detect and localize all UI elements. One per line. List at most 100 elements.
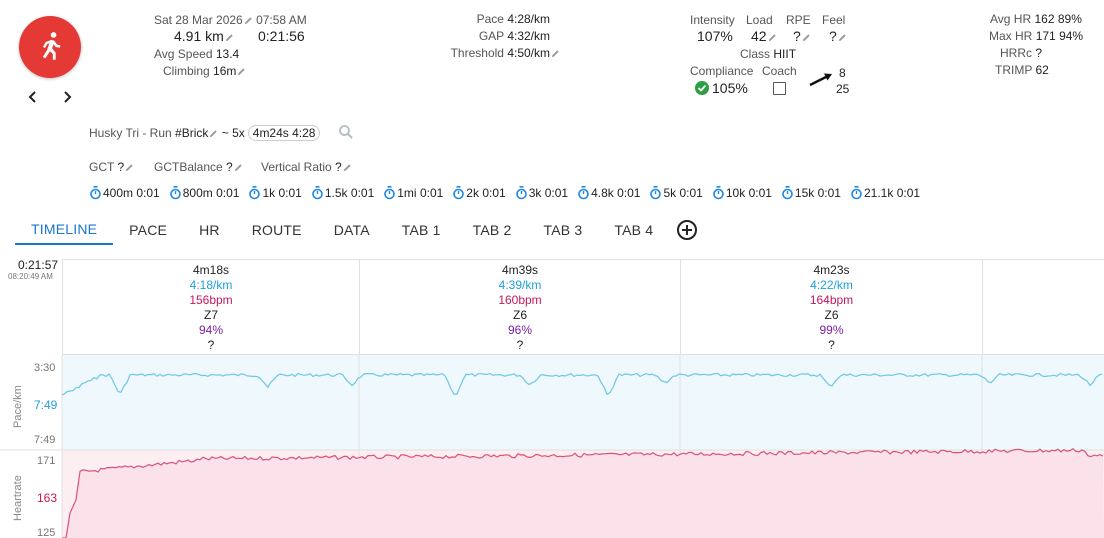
interval-zone: Z7 <box>203 308 218 322</box>
hr-axis-label: Heartrate <box>12 475 24 521</box>
activity-title[interactable]: Husky Tri - Run #Brick ~ 5x 4m24s 4:28 <box>89 125 321 141</box>
check-circle-icon <box>695 81 709 95</box>
edit-icon[interactable] <box>343 163 352 172</box>
stopwatch-icon <box>453 186 465 200</box>
best-split-item[interactable]: 5k 0:01 <box>650 186 703 200</box>
tab-hr[interactable]: HR <box>199 222 220 238</box>
climbing[interactable]: Climbing 16m <box>163 64 246 78</box>
best-split-item[interactable]: 15k 0:01 <box>782 186 841 200</box>
split-time: 0:01 <box>748 186 772 200</box>
tab-tab-2[interactable]: TAB 2 <box>472 222 512 238</box>
tab-tab-4[interactable]: TAB 4 <box>614 222 654 238</box>
interval-duration: 4m39s <box>501 263 539 277</box>
gap-stat: GAP 4:32/km <box>478 29 550 43</box>
hr-tick-mid: 163 <box>37 491 58 505</box>
coach-label: Coach <box>762 64 797 78</box>
split-time: 0:01 <box>482 186 506 200</box>
best-split-item[interactable]: 1k 0:01 <box>249 186 302 200</box>
pace-line <box>61 372 1103 396</box>
interval-card[interactable] <box>982 260 1104 356</box>
running-icon <box>42 32 61 60</box>
interval-duration: 4m18s <box>192 263 230 277</box>
edit-icon[interactable] <box>802 33 811 42</box>
intensity-value: 107% <box>697 28 733 44</box>
best-split-item[interactable]: 3k 0:01 <box>515 186 569 200</box>
stopwatch-icon <box>713 186 724 200</box>
split-time: 0:01 <box>419 186 444 200</box>
threshold-stat[interactable]: Threshold 4:50/km <box>400 46 560 60</box>
best-split-item[interactable]: 1.5k 0:01 <box>312 186 374 200</box>
stopwatch-icon <box>515 186 527 200</box>
timeline-elapsed: 0:21:57 <box>18 258 59 272</box>
feel-value[interactable]: ? <box>829 28 847 44</box>
split-time: 0:01 <box>136 186 160 200</box>
next-activity-button[interactable] <box>59 89 75 105</box>
edit-icon[interactable] <box>209 129 218 138</box>
best-split-item[interactable]: 400m 0:01 <box>90 186 160 200</box>
avg-hr: Avg HR 162 89% <box>990 12 1082 26</box>
compliance-label: Compliance <box>690 64 754 78</box>
tab-data[interactable]: DATA <box>333 222 370 238</box>
interval-card[interactable]: 4m23s 4:22/km 164bpm Z6 99%? <box>680 260 982 356</box>
hashtag[interactable]: #Brick <box>175 126 209 140</box>
activity-date[interactable]: Sat 28 Mar 2026 07:58 AM <box>154 13 307 27</box>
split-distance: 15k <box>794 186 815 200</box>
edit-icon[interactable] <box>838 33 847 42</box>
hr-tick-bottom: 125 <box>37 527 56 538</box>
interval-summary-tag[interactable]: 4m24s 4:28 <box>247 125 321 141</box>
max-hr: Max HR 171 94% <box>989 29 1084 43</box>
previous-activity-button[interactable] <box>25 89 41 105</box>
rpe-value[interactable]: ? <box>793 28 811 44</box>
interval-card[interactable]: 4m39s 4:39/km 160bpm Z6 96%? <box>359 260 680 356</box>
split-distance: 1.5k <box>324 186 348 200</box>
search-icon[interactable] <box>338 124 354 140</box>
gct[interactable]: GCT ? <box>89 160 134 174</box>
best-split-item[interactable]: 21.1k 0:01 <box>851 186 920 200</box>
activity-distance[interactable]: 4.91 km <box>174 28 234 44</box>
load-value[interactable]: 42 <box>751 28 777 44</box>
tab-pace[interactable]: PACE <box>129 222 168 238</box>
coach-checkbox[interactable] <box>773 82 786 95</box>
split-time: 0:01 <box>544 186 569 200</box>
edit-icon[interactable] <box>551 49 560 58</box>
edit-icon[interactable] <box>244 16 253 25</box>
stopwatch-icon <box>90 186 101 200</box>
timeline-clock: 08:20:49 AM <box>8 272 53 281</box>
split-distance: 4.8k <box>591 186 614 200</box>
load-label: Load <box>746 13 773 27</box>
interval-card[interactable]: 4m18s 4:18/km 156bpm Z7 94%? <box>62 260 359 356</box>
edit-icon[interactable] <box>768 33 777 42</box>
tab-tab-1[interactable]: TAB 1 <box>401 222 441 238</box>
split-time: 0:01 <box>617 186 641 200</box>
best-split-item[interactable]: 4.8k 0:01 <box>578 186 640 200</box>
gct-balance[interactable]: GCTBalance ? <box>154 160 243 174</box>
hr-tick-top: 171 <box>37 455 56 467</box>
best-split-item[interactable]: 2k 0:01 <box>453 186 506 200</box>
interval-zone: Z6 <box>824 308 839 322</box>
best-splits: 400m 0:01 800m 0:01 1k 0:01 1.5k 0:01 1mi 0:… <box>90 186 930 200</box>
edit-icon[interactable] <box>234 163 243 172</box>
tab-route[interactable]: ROUTE <box>251 222 302 238</box>
edit-icon[interactable] <box>225 33 234 42</box>
activity-type-icon[interactable] <box>19 16 81 78</box>
best-split-item[interactable]: 10k 0:01 <box>713 186 772 200</box>
interval-pace: 4:18/km <box>189 278 233 292</box>
stopwatch-icon <box>782 186 793 200</box>
tab-timeline[interactable]: TIMELINE <box>15 215 114 245</box>
stopwatch-icon <box>169 186 181 200</box>
interval-percent: 94% <box>198 323 224 337</box>
edit-icon[interactable] <box>237 67 246 76</box>
stopwatch-icon <box>650 186 662 200</box>
pace-tick-top: 3:30 <box>34 362 56 374</box>
best-split-item[interactable]: 800m 0:01 <box>169 186 239 200</box>
tab-tab-3[interactable]: TAB 3 <box>543 222 583 238</box>
split-time: 0:01 <box>817 186 841 200</box>
hr-area <box>62 448 1104 538</box>
best-split-item[interactable]: 1mi 0:01 <box>384 186 443 200</box>
stopwatch-icon <box>578 186 589 200</box>
interval-hr: 160bpm <box>498 293 542 307</box>
vertical-ratio[interactable]: Vertical Ratio ? <box>261 160 352 174</box>
add-tab-button[interactable] <box>677 220 698 240</box>
edit-icon[interactable] <box>125 163 134 172</box>
stopwatch-icon <box>312 186 323 200</box>
